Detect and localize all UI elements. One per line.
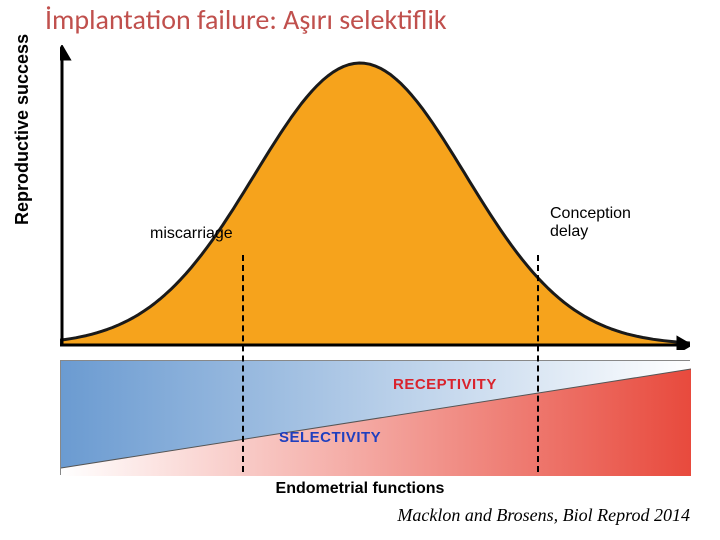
bell-plot: miscarriage Conception delay	[60, 45, 690, 350]
selectivity-label: SELECTIVITY	[279, 429, 381, 446]
x-axis-label: Endometrial functions	[0, 480, 720, 498]
receptivity-label: RECEPTIVITY	[393, 376, 497, 393]
gradient-panel: RECEPTIVITY SELECTIVITY	[60, 360, 690, 475]
miscarriage-label: miscarriage	[150, 225, 233, 243]
conception-delay-label: Conception delay	[550, 205, 631, 241]
y-axis-label: Reproductive success	[12, 34, 33, 225]
page-title: İmplantation failure: Aşırı selektiflik	[45, 2, 447, 37]
citation-text: Macklon and Brosens, Biol Reprod 2014	[0, 505, 720, 526]
dashed-guide-right	[537, 255, 539, 472]
dashed-guide-left	[242, 255, 244, 472]
